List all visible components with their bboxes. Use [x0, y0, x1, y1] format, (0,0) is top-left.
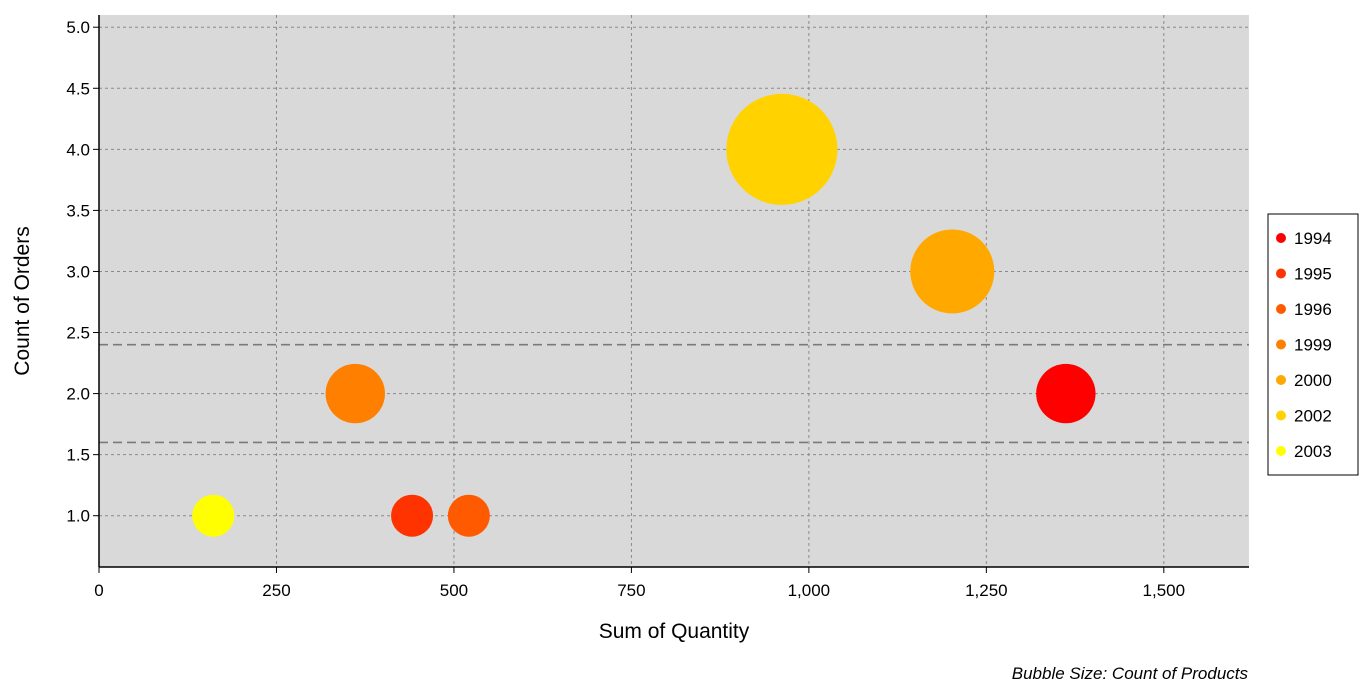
- plot-background: [99, 15, 1249, 567]
- bubbles: [192, 93, 1096, 537]
- legend-marker-1995: [1276, 268, 1286, 279]
- x-tick-label: 500: [440, 581, 468, 600]
- legend-marker-1994: [1276, 233, 1286, 243]
- y-tick-label: 4.5: [66, 79, 90, 98]
- legend-label-1994: 1994: [1294, 229, 1332, 248]
- bubble-1994: [1036, 363, 1096, 424]
- legend-label-2002: 2002: [1294, 407, 1332, 426]
- legend-marker-1999: [1276, 339, 1286, 350]
- x-tick-label: 1,000: [788, 581, 831, 600]
- x-tick-label: 250: [262, 581, 290, 600]
- legend-label-2003: 2003: [1294, 442, 1332, 461]
- y-axis-ticks: 1.0 1.5 2.0 2.5 3.0 3.5 4.0 4.5 5.0: [66, 18, 99, 526]
- y-tick-label: 1.5: [66, 446, 90, 465]
- y-tick-label: 3.0: [66, 262, 90, 281]
- legend-label-2000: 2000: [1294, 371, 1332, 390]
- legend-marker-1996: [1276, 304, 1286, 314]
- bubble-size-note: Bubble Size: Count of Products: [1012, 664, 1249, 683]
- legend-marker-2003: [1276, 446, 1286, 456]
- bubble-1996: [447, 494, 490, 537]
- y-tick-label: 3.5: [66, 201, 90, 220]
- y-tick-label: 5.0: [66, 18, 90, 37]
- legend-label-1996: 1996: [1294, 300, 1332, 319]
- legend-label-1999: 1999: [1294, 336, 1332, 355]
- y-tick-label: 1.0: [66, 507, 90, 526]
- x-axis-ticks: 0 250 500 750 1,000 1,250 1,500: [94, 567, 1185, 600]
- x-tick-label: 750: [617, 581, 645, 600]
- x-tick-label: 1,250: [965, 581, 1008, 600]
- x-tick-label: 0: [94, 581, 103, 600]
- bubble-2000: [910, 229, 995, 314]
- bubble-2002: [726, 93, 838, 205]
- legend-marker-2002: [1276, 410, 1286, 421]
- x-axis-title: Sum of Quantity: [599, 620, 750, 643]
- bubble-1995: [391, 494, 434, 537]
- y-tick-label: 2.0: [66, 385, 90, 404]
- x-tick-label: 1,500: [1143, 581, 1186, 600]
- y-tick-label: 2.5: [66, 324, 90, 343]
- bubble-1999: [325, 363, 385, 424]
- bubble-2003: [192, 494, 235, 537]
- y-axis-title: Count of Orders: [11, 226, 34, 375]
- legend: 1994 1995 1996 1999 2000 2002 2003: [1267, 213, 1359, 476]
- reference-lines: [99, 343, 1249, 444]
- y-tick-label: 4.0: [66, 140, 90, 159]
- legend-label-1995: 1995: [1294, 265, 1332, 284]
- legend-marker-2000: [1276, 375, 1286, 385]
